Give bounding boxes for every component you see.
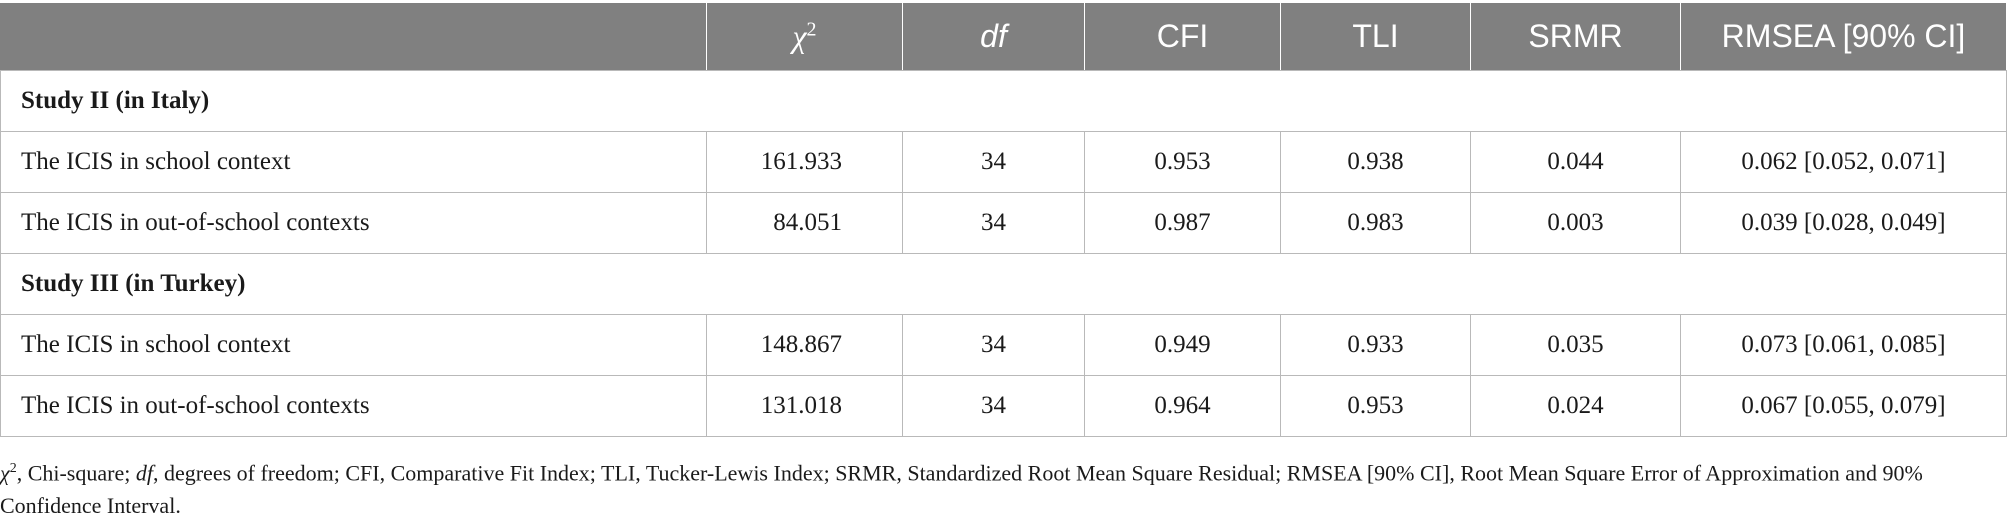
- chi-symbol: χ: [792, 18, 807, 54]
- cell-df: 34: [902, 131, 1085, 193]
- table-row: The ICIS in out-of-school contexts 131.0…: [0, 375, 2007, 437]
- cell-rmsea: 0.067 [0.055, 0.079]: [1680, 375, 2007, 437]
- row-label: The ICIS in school context: [0, 131, 707, 193]
- row-label: The ICIS in school context: [0, 314, 707, 376]
- cell-rmsea: 0.039 [0.028, 0.049]: [1680, 192, 2007, 254]
- cell-srmr: 0.003: [1470, 192, 1681, 254]
- footnote-chi-superscript: 2: [9, 461, 17, 476]
- row-label: The ICIS in out-of-school contexts: [0, 192, 707, 254]
- footnote-text-2: , degrees of freedom; CFI, Comparative F…: [0, 460, 1923, 519]
- header-tli: TLI: [1280, 3, 1471, 71]
- fit-indices-table-container: χ2 df CFI TLI SRMR RMSEA [90% CI] Study …: [0, 3, 2007, 437]
- cell-tli: 0.953: [1280, 375, 1471, 437]
- cell-tli: 0.933: [1280, 314, 1471, 376]
- table-row: The ICIS in out-of-school contexts 84.05…: [0, 192, 2007, 254]
- header-cfi: CFI: [1084, 3, 1281, 71]
- header-chi-square: χ2: [706, 3, 903, 71]
- footnote-df: df: [135, 460, 153, 486]
- cell-chi-square: 161.933: [706, 131, 903, 193]
- header-df: df: [902, 3, 1085, 71]
- table-row: The ICIS in school context 161.933 34 0.…: [0, 131, 2007, 193]
- cell-rmsea: 0.062 [0.052, 0.071]: [1680, 131, 2007, 193]
- header-row: χ2 df CFI TLI SRMR RMSEA [90% CI]: [0, 3, 2007, 71]
- header-rmsea: RMSEA [90% CI]: [1680, 3, 2007, 71]
- cell-cfi: 0.964: [1084, 375, 1281, 437]
- header-srmr: SRMR: [1470, 3, 1681, 71]
- cell-cfi: 0.953: [1084, 131, 1281, 193]
- cell-chi-square: 148.867: [706, 314, 903, 376]
- cell-srmr: 0.044: [1470, 131, 1681, 193]
- cell-tli: 0.983: [1280, 192, 1471, 254]
- section-title: Study II (in Italy): [0, 70, 2007, 132]
- fit-indices-table: χ2 df CFI TLI SRMR RMSEA [90% CI] Study …: [0, 3, 2007, 437]
- chi-superscript: 2: [806, 18, 817, 41]
- cell-cfi: 0.949: [1084, 314, 1281, 376]
- cell-srmr: 0.024: [1470, 375, 1681, 437]
- cell-rmsea: 0.073 [0.061, 0.085]: [1680, 314, 2007, 376]
- cell-df: 34: [902, 314, 1085, 376]
- cell-tli: 0.938: [1280, 131, 1471, 193]
- cell-cfi: 0.987: [1084, 192, 1281, 254]
- row-label: The ICIS in out-of-school contexts: [0, 375, 707, 437]
- section-title: Study III (in Turkey): [0, 253, 2007, 315]
- cell-df: 34: [902, 375, 1085, 437]
- table-footnote: χ2, Chi-square; df, degrees of freedom; …: [0, 452, 1990, 522]
- section-row-study-ii: Study II (in Italy): [0, 70, 2007, 132]
- footnote-text-1: , Chi-square;: [16, 460, 136, 486]
- footnote-chi-symbol: χ: [0, 460, 10, 486]
- table-row: The ICIS in school context 148.867 34 0.…: [0, 314, 2007, 376]
- header-label: [0, 3, 707, 71]
- cell-chi-square: 84.051: [706, 192, 903, 254]
- cell-chi-square: 131.018: [706, 375, 903, 437]
- section-row-study-iii: Study III (in Turkey): [0, 253, 2007, 315]
- cell-df: 34: [902, 192, 1085, 254]
- cell-srmr: 0.035: [1470, 314, 1681, 376]
